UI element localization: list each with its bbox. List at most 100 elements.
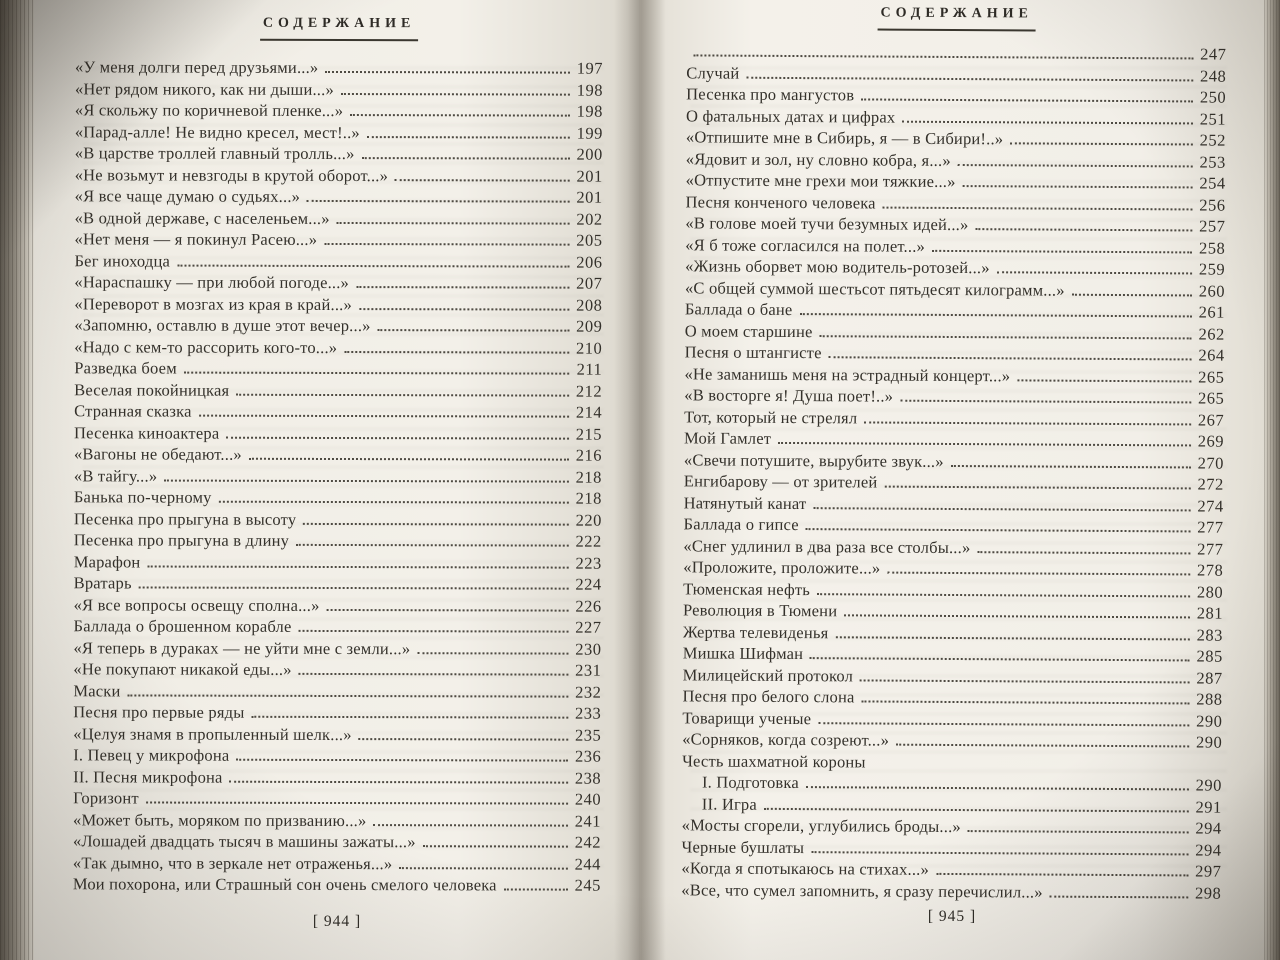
toc-entry-title: «Ядовит и зол, ну словно кобра, я...» (685, 148, 951, 170)
folio-right: [ 945 ] (927, 908, 977, 925)
toc-entry-title: «Вагоны не обедают...» (73, 444, 242, 464)
toc-entry-title: «Не заманишь меня на эстрадный концерт..… (684, 363, 1011, 385)
toc-entry-page-number: 235 (574, 725, 602, 745)
toc-entry-title: Песенка про прыгуна в высоту (73, 508, 297, 529)
toc-entry-title: «Нет рядом никого, как ни дыши...» (74, 78, 334, 99)
toc-entry-page-number: 274 (1197, 495, 1224, 516)
toc-entry-page-number: 259 (1198, 259, 1226, 279)
toc-entry-page-number: 226 (575, 596, 602, 616)
toc-entry-title: Мишка Шифман (682, 643, 804, 664)
toc-entry-title: II. Песня микрофона (73, 766, 223, 787)
toc-entry-title: «Запомню, оставлю в душе этот вечер...» (74, 315, 371, 336)
dot-leader (763, 794, 1189, 812)
toc-row: Баллада о брошенном корабле 227 (74, 615, 602, 638)
dot-leader (813, 493, 1191, 511)
toc-row: Маски 232 (73, 680, 601, 703)
toc-entry-page-number: 223 (575, 553, 602, 573)
toc-entry-title: «Не покупают никакой еды...» (73, 659, 292, 679)
toc-entry-title: «В голове моей тучи безумных идей...» (685, 213, 969, 235)
toc-entry-title: «Лошадей двадцать тысяч в машины зажаты.… (72, 831, 416, 852)
toc-row: «Вагоны не обедают...» 216 (74, 443, 602, 466)
dot-leader (931, 236, 1193, 253)
toc-row: Бег иноходца 206 (74, 250, 602, 273)
dot-leader (882, 193, 1193, 210)
toc-entry-title: Честь шахматной короны (682, 750, 866, 771)
toc-entry-page-number: 198 (576, 80, 603, 100)
toc-entry-page-number: 252 (1199, 130, 1226, 150)
toc-entry-page-number: 270 (1197, 452, 1224, 473)
toc-entry-title: «Свечи потушите, вырубите звук...» (683, 449, 944, 471)
toc-entry-page-number: 251 (1199, 108, 1227, 129)
dot-leader (361, 144, 570, 160)
dot-leader (373, 810, 569, 827)
toc-row: Песня про первые ряды 233 (73, 701, 601, 724)
toc-entry-page-number: 278 (1196, 560, 1224, 580)
book-page-left: СОДЕРЖАНИЕ «У меня долги перед друзьями.… (34, 0, 640, 960)
toc-entry-title: Баллада о брошенном корабле (73, 616, 292, 636)
dot-leader (298, 616, 569, 633)
toc-entry-title: О моем старшине (684, 320, 813, 341)
dot-leader (147, 552, 569, 569)
toc-entry-page-number: 224 (575, 574, 602, 594)
toc-entry-title: «У меня долги перед друзьями...» (74, 57, 319, 77)
toc-row: II. Песня микрофона 238 (73, 766, 601, 789)
toc-entry-title: Песня про белого слона (682, 686, 855, 707)
toc-list-left: «У меня долги перед друзьями...» 197 «Нет … (73, 56, 603, 896)
toc-entry-page-number: 218 (575, 467, 602, 487)
toc-row: Песенка про прыгуна в длину 222 (74, 529, 602, 552)
toc-entry-page-number: 290 (1195, 732, 1223, 752)
toc-row: «Так дымно, что в зеркале нет отраженья.… (73, 852, 601, 875)
dot-leader (835, 622, 1190, 640)
dot-leader (887, 558, 1191, 576)
dot-leader (303, 509, 569, 526)
toc-entry-page-number: 231 (575, 660, 602, 680)
toc-entry-page-number: 262 (1198, 323, 1225, 344)
toc-row: Горизонт 240 (73, 787, 601, 810)
dot-leader (340, 79, 570, 96)
toc-entry-page-number: 220 (575, 510, 602, 530)
toc-row: «Я теперь в дураках — не уйти мне с земл… (73, 637, 601, 660)
toc-entry-title: Революция в Тюмени (682, 600, 838, 621)
toc-entry-page-number: 232 (575, 682, 602, 702)
toc-entry-page-number: 210 (576, 338, 603, 358)
toc-entry-title: «С общей суммой шестьсот пятьдесят килог… (684, 277, 1065, 300)
toc-entry-title: «Мосты сгорели, углубились броды...» (681, 815, 961, 837)
toc-entry-title: Странная сказка (74, 401, 192, 421)
toc-entry-title: I. Подготовка (701, 772, 799, 793)
dot-leader (218, 487, 569, 504)
toc-entry-title: «Я все чаще думаю о судьях...» (74, 186, 301, 206)
toc-entry-title: Черные бушлаты (681, 836, 805, 857)
header-rule-left (260, 38, 419, 42)
dot-leader (1071, 280, 1193, 296)
toc-entry-page-number: 297 (1195, 861, 1222, 881)
toc-header-right: СОДЕРЖАНИЕ (880, 5, 1033, 22)
toc-entry-title: Милицейский протокол (682, 664, 854, 685)
toc-row: «Все, что сумел запомнить, я сразу переч… (681, 879, 1221, 904)
toc-entry-page-number: 214 (575, 402, 603, 422)
toc-row: «Может быть, моряком по призванию...» 241 (73, 809, 601, 832)
toc-row: «Не возьмут и невзгоды в крутой оборот..… (75, 164, 603, 187)
toc-entry-page-number: 298 (1195, 882, 1222, 903)
toc-entry-title: Песня о штангисте (684, 342, 822, 363)
toc-entry-page-number: 209 (576, 316, 603, 336)
toc-entry-page-number: 267 (1197, 409, 1225, 430)
dot-leader (950, 451, 1191, 468)
toc-entry-title: «Парад-алле! Не видно кресел, мест!..» (74, 121, 360, 142)
dot-leader (1049, 882, 1189, 898)
toc-row: «Нараспашку — при любой погоде...» 207 (74, 271, 602, 294)
toc-entry-title: «Все, что сумел запомнить, я сразу переч… (681, 879, 1043, 902)
toc-entry-title: «В одной державе, с населеньем...» (74, 207, 330, 228)
toc-row: «Я все чаще думаю о судьях...» 201 (75, 185, 603, 208)
toc-entry-page-number: 288 (1196, 689, 1223, 709)
toc-entry-title: «Переворот в мозгах из края в край...» (74, 293, 352, 314)
dot-leader (399, 853, 568, 870)
toc-entry-page-number: 287 (1196, 667, 1223, 688)
page-stack-edge-left (0, 0, 34, 960)
toc-entry-title: «Когда я спотыкаюсь на стихах...» (681, 858, 930, 879)
dot-leader (935, 859, 1189, 877)
toc-list-right: 247 Случай 248 Песенка про мангустов 250 О фа… (681, 40, 1226, 903)
dot-leader (884, 472, 1191, 490)
dot-leader (778, 428, 1192, 447)
toc-entry-page-number: 294 (1195, 818, 1222, 838)
toc-entry-page-number: 244 (574, 854, 601, 874)
